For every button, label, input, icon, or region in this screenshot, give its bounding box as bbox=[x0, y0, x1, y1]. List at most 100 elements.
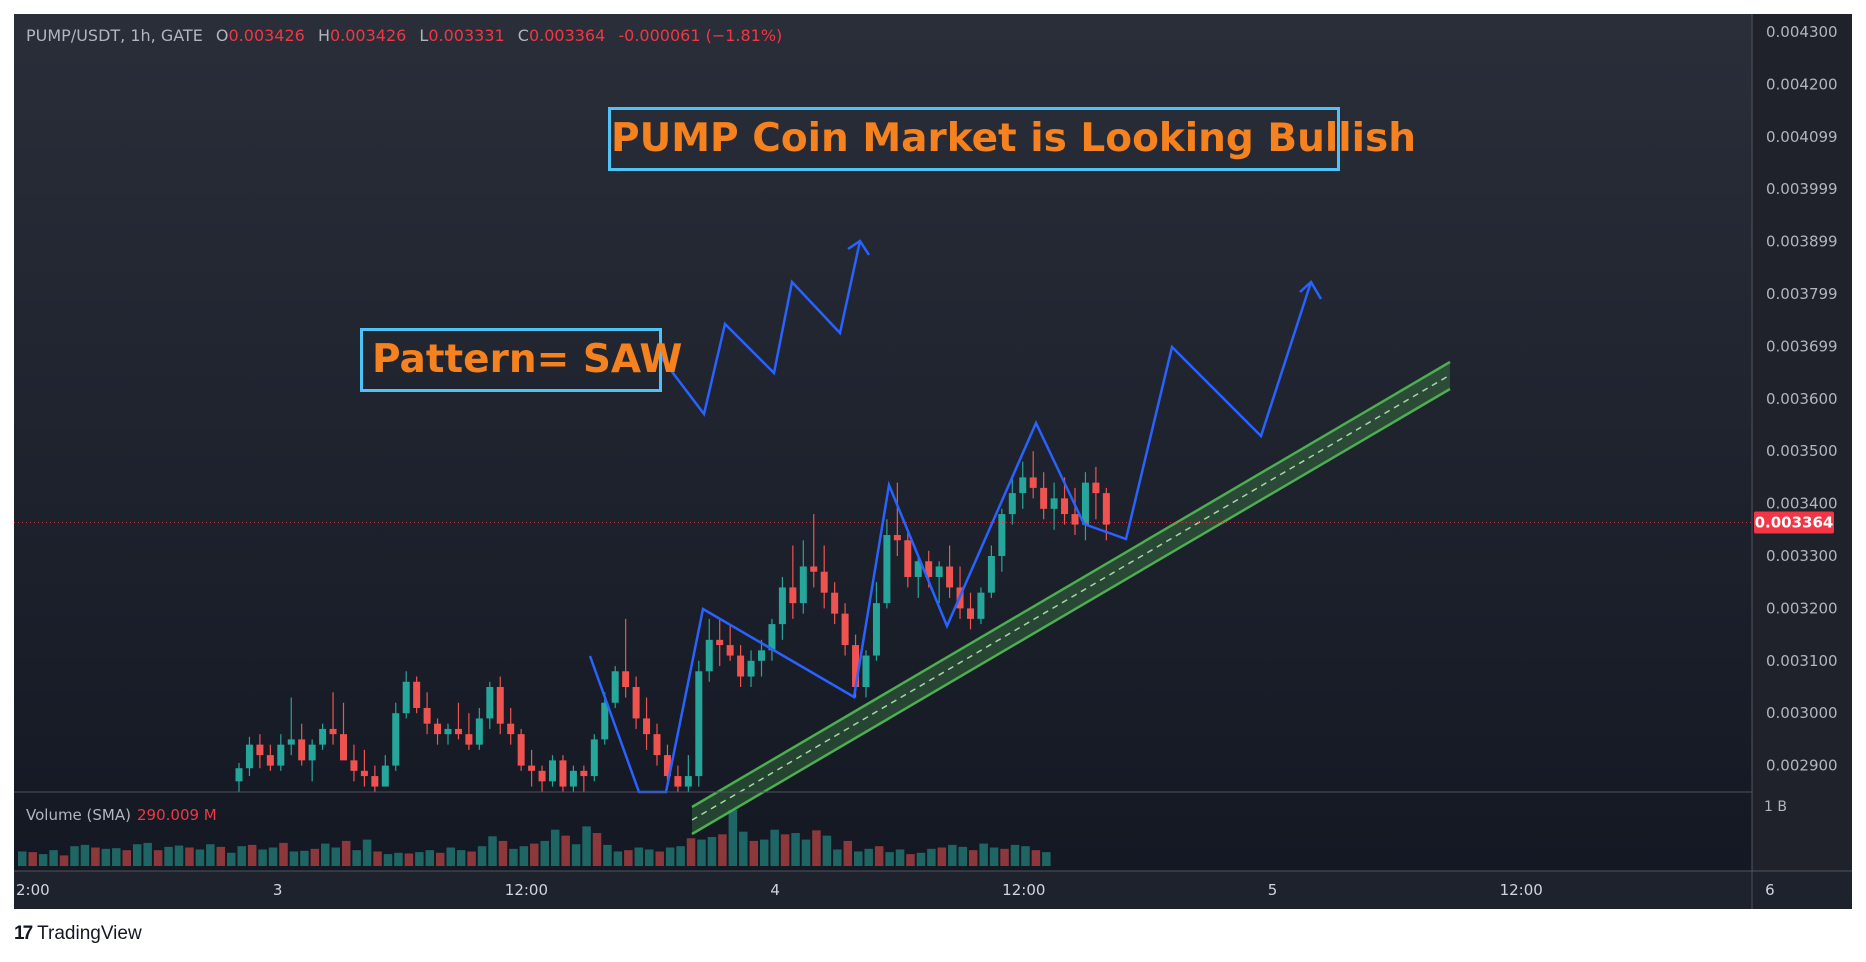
candle-down bbox=[454, 728, 462, 735]
volume-bar bbox=[206, 844, 215, 866]
volume-bar bbox=[665, 847, 675, 866]
volume-bar bbox=[227, 852, 236, 866]
candle-down bbox=[1102, 493, 1110, 525]
candle-down bbox=[528, 765, 536, 771]
candle-up bbox=[475, 718, 483, 745]
volume-bar bbox=[624, 850, 633, 866]
high-value: 0.003426 bbox=[329, 26, 407, 45]
volume-bar bbox=[874, 846, 884, 866]
volume-bar bbox=[979, 843, 988, 866]
volume-bar bbox=[812, 830, 821, 866]
price-tick-label: 0.003899 bbox=[1766, 233, 1838, 251]
volume-bar bbox=[843, 840, 853, 866]
volume-bar bbox=[645, 849, 654, 866]
volume-bar bbox=[854, 851, 863, 866]
volume-bar bbox=[582, 826, 591, 866]
volume-bar bbox=[373, 851, 382, 866]
candle-down bbox=[663, 755, 671, 777]
price-tick-label: 0.003300 bbox=[1766, 547, 1838, 565]
pattern-annotation[interactable]: Pattern= SAW bbox=[360, 328, 682, 392]
symbol-name[interactable]: PUMP/USDT, 1h, GATE bbox=[26, 26, 203, 45]
candle-down bbox=[360, 770, 368, 777]
tradingview-wordmark: TradingView bbox=[37, 923, 142, 944]
volume-bar bbox=[739, 831, 748, 866]
volume-bar bbox=[216, 846, 226, 866]
candle-up bbox=[684, 776, 692, 787]
candle-down bbox=[674, 776, 682, 787]
volume-bar bbox=[488, 836, 497, 866]
volume-bar bbox=[592, 833, 602, 866]
volume-bar bbox=[509, 848, 518, 866]
volume-bar bbox=[28, 852, 37, 866]
candle-down bbox=[465, 734, 473, 745]
candle-up bbox=[392, 713, 400, 766]
candle-down bbox=[423, 707, 431, 724]
candle-down bbox=[726, 645, 734, 656]
volume-bar bbox=[122, 850, 131, 866]
volume-bar bbox=[174, 845, 184, 866]
volume-indicator-name[interactable]: Volume (SMA) bbox=[26, 806, 131, 824]
volume-bar bbox=[906, 854, 915, 866]
time-axis[interactable]: 2:00312:00412:00512:00612:00712:00812:00… bbox=[16, 881, 1852, 899]
volume-bar bbox=[989, 847, 999, 866]
volume-bar bbox=[80, 844, 90, 866]
chart-panel[interactable]: 0.004300 0.004200 0.004099 0.003999 0.003899… bbox=[14, 14, 1852, 909]
symbol-legend: PUMP/USDT, 1h, GATE O0.003426 H0.003426 … bbox=[26, 26, 782, 45]
candle-up bbox=[486, 687, 494, 719]
time-tick-label: 12:00 bbox=[505, 881, 548, 899]
volume-bar bbox=[561, 835, 570, 866]
volume-bar bbox=[1000, 848, 1009, 866]
candle-up bbox=[287, 739, 295, 745]
volume-bar bbox=[101, 848, 111, 866]
volume-bar bbox=[456, 850, 466, 866]
tradingview-brand[interactable]: 17 TradingView bbox=[14, 923, 142, 945]
candle-up bbox=[319, 728, 327, 745]
volume-bar bbox=[864, 848, 873, 866]
candle-down bbox=[266, 755, 274, 766]
volume-bar bbox=[195, 849, 205, 866]
price-tick-label: 0.003600 bbox=[1766, 390, 1838, 408]
volume-bar bbox=[352, 850, 361, 866]
chart-background bbox=[14, 14, 1852, 909]
volume-bar bbox=[477, 846, 487, 866]
volume-bar bbox=[948, 844, 957, 866]
tradingview-logo-icon: 17 bbox=[14, 923, 33, 944]
candle-up bbox=[987, 556, 995, 593]
candle-up bbox=[778, 587, 786, 625]
last-price-text: 0.003364 bbox=[1755, 513, 1834, 531]
volume-bar bbox=[571, 844, 581, 866]
candle-up bbox=[768, 624, 776, 651]
candle-up bbox=[872, 603, 880, 656]
channel-lower-line bbox=[691, 387, 1451, 836]
headline-annotation[interactable]: PUMP Coin Market is Looking Bullish bbox=[608, 107, 1416, 171]
volume-bar bbox=[341, 840, 351, 866]
candle-up bbox=[277, 744, 285, 766]
volume-bar bbox=[655, 851, 664, 866]
time-tick-label: 2:00 bbox=[16, 881, 50, 899]
volume-bar bbox=[321, 843, 330, 866]
candle-up bbox=[549, 760, 556, 782]
candle-up bbox=[1081, 482, 1089, 525]
candle-up bbox=[245, 744, 253, 769]
candle-up bbox=[914, 561, 922, 577]
volume-bar bbox=[968, 850, 978, 866]
volume-bar bbox=[164, 846, 173, 866]
price-tick-label: 0.003000 bbox=[1766, 704, 1838, 722]
volume-bar bbox=[916, 852, 926, 866]
price-axis[interactable]: 0.004300 0.004200 0.004099 0.003999 0.003899… bbox=[1766, 23, 1838, 775]
volume-bar bbox=[833, 849, 842, 866]
candle-down bbox=[946, 566, 954, 588]
candle-down bbox=[622, 671, 630, 687]
volume-bar bbox=[676, 846, 685, 866]
candle-up bbox=[758, 650, 765, 661]
volume-bar bbox=[801, 839, 811, 866]
volume-bar bbox=[331, 847, 340, 866]
price-tick-label: 0.002900 bbox=[1766, 757, 1838, 775]
candle-up bbox=[444, 728, 452, 735]
chart-canvas[interactable]: 0.004300 0.004200 0.004099 0.003999 0.003899… bbox=[14, 14, 1852, 909]
candle-down bbox=[852, 645, 860, 687]
volume-bar bbox=[425, 850, 435, 866]
time-tick-label: 3 bbox=[273, 881, 283, 899]
candle-down bbox=[653, 734, 661, 756]
low-value: 0.003331 bbox=[428, 26, 505, 45]
